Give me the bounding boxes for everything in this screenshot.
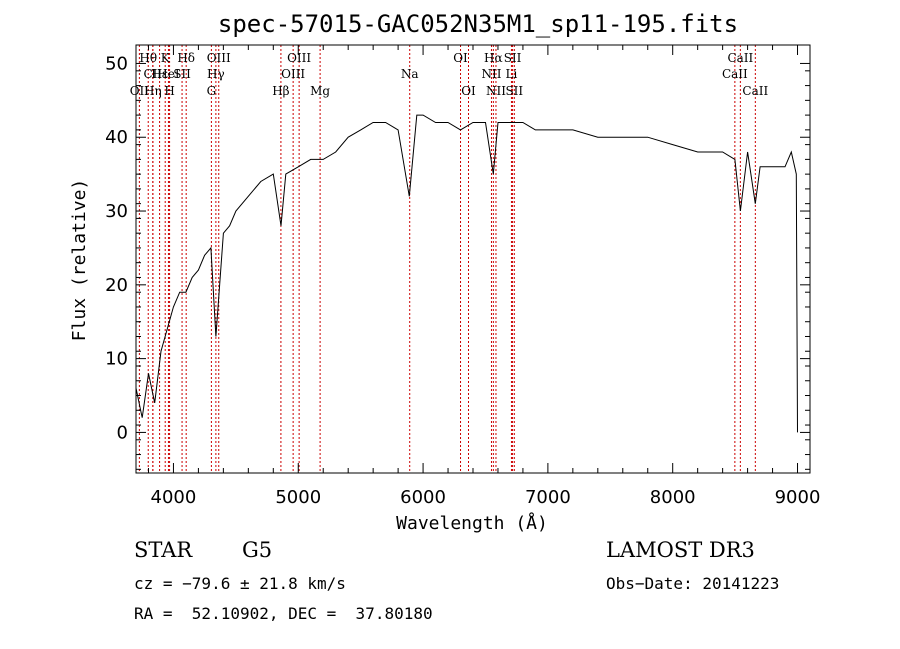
line-label-14: OIII (287, 51, 311, 65)
line-label-28: CaII (742, 84, 768, 98)
line-label-16: Mg (310, 84, 330, 98)
line-label-22: NII (486, 84, 506, 98)
x-tick-label-3: 7000 (525, 487, 571, 508)
line-label-4: Hη (144, 84, 162, 98)
y-tick-label-3: 30 (105, 201, 128, 222)
plot-frame (135, 44, 811, 474)
x-tick-label-2: 6000 (400, 487, 446, 508)
x-tick-label-4: 8000 (650, 487, 696, 508)
line-label-7: HeI (157, 67, 180, 81)
coordinates: RA = 52.10902, DEC = 37.80180 (134, 604, 433, 623)
line-label-23: SII (504, 51, 522, 65)
spectral-line-markers (138, 45, 756, 473)
line-label-3: Hε (151, 67, 168, 81)
line-label-19: OI (461, 84, 476, 98)
redshift-velocity: cz = −79.6 ± 21.8 km/s (134, 574, 346, 593)
line-label-6: H (164, 84, 174, 98)
y-tick-label-2: 20 (105, 275, 128, 296)
line-label-15: OIII (281, 67, 305, 81)
line-label-25: SII (505, 84, 523, 98)
x-tick-label-0: 4000 (151, 487, 197, 508)
line-label-12: G (207, 84, 217, 98)
object-subclass: G5 (242, 538, 273, 562)
object-class: STAR (134, 538, 193, 562)
x-axis-ticks: 4000 5000 6000 7000 8000 9000 (147, 45, 821, 508)
y-axis-ticks: 0 10 20 30 40 50 (105, 53, 810, 470)
line-label-17: Na (401, 67, 419, 81)
line-label-21: NII (481, 67, 501, 81)
line-label-20: Hα (484, 51, 503, 65)
survey-name: LAMOST DR3 (606, 538, 755, 562)
line-label-5: K (161, 51, 171, 65)
line-label-1: CII (144, 67, 163, 81)
x-axis-label: Wavelength (Å) (396, 512, 548, 534)
chart-title: spec-57015-GAC052N35M1_sp11-195.fits (218, 10, 738, 38)
y-tick-label-1: 10 (105, 349, 128, 370)
y-axis-label: Flux (relative) (69, 179, 90, 342)
y-tick-label-0: 0 (117, 422, 128, 443)
y-tick-label-4: 40 (105, 127, 128, 148)
line-label-0: Hθ (139, 51, 157, 65)
line-label-27: CaII (722, 67, 748, 81)
x-tick-label-5: 9000 (775, 487, 821, 508)
line-label-18: OI (453, 51, 468, 65)
line-label-10: OIII (207, 51, 231, 65)
x-tick-label-1: 5000 (275, 487, 321, 508)
line-label-8: Hδ (177, 51, 195, 65)
y-tick-label-5: 50 (105, 53, 128, 74)
observation-date: Obs−Date: 20141223 (606, 574, 780, 593)
spectrum-series-line (135, 114, 798, 433)
line-label-9: SII (173, 67, 191, 81)
line-label-26: CaII (727, 51, 753, 65)
line-label-2: OII (130, 84, 150, 98)
line-label-13: Hβ (272, 84, 289, 98)
line-label-11: Hγ (207, 67, 225, 81)
line-label-24: Li (506, 67, 518, 81)
